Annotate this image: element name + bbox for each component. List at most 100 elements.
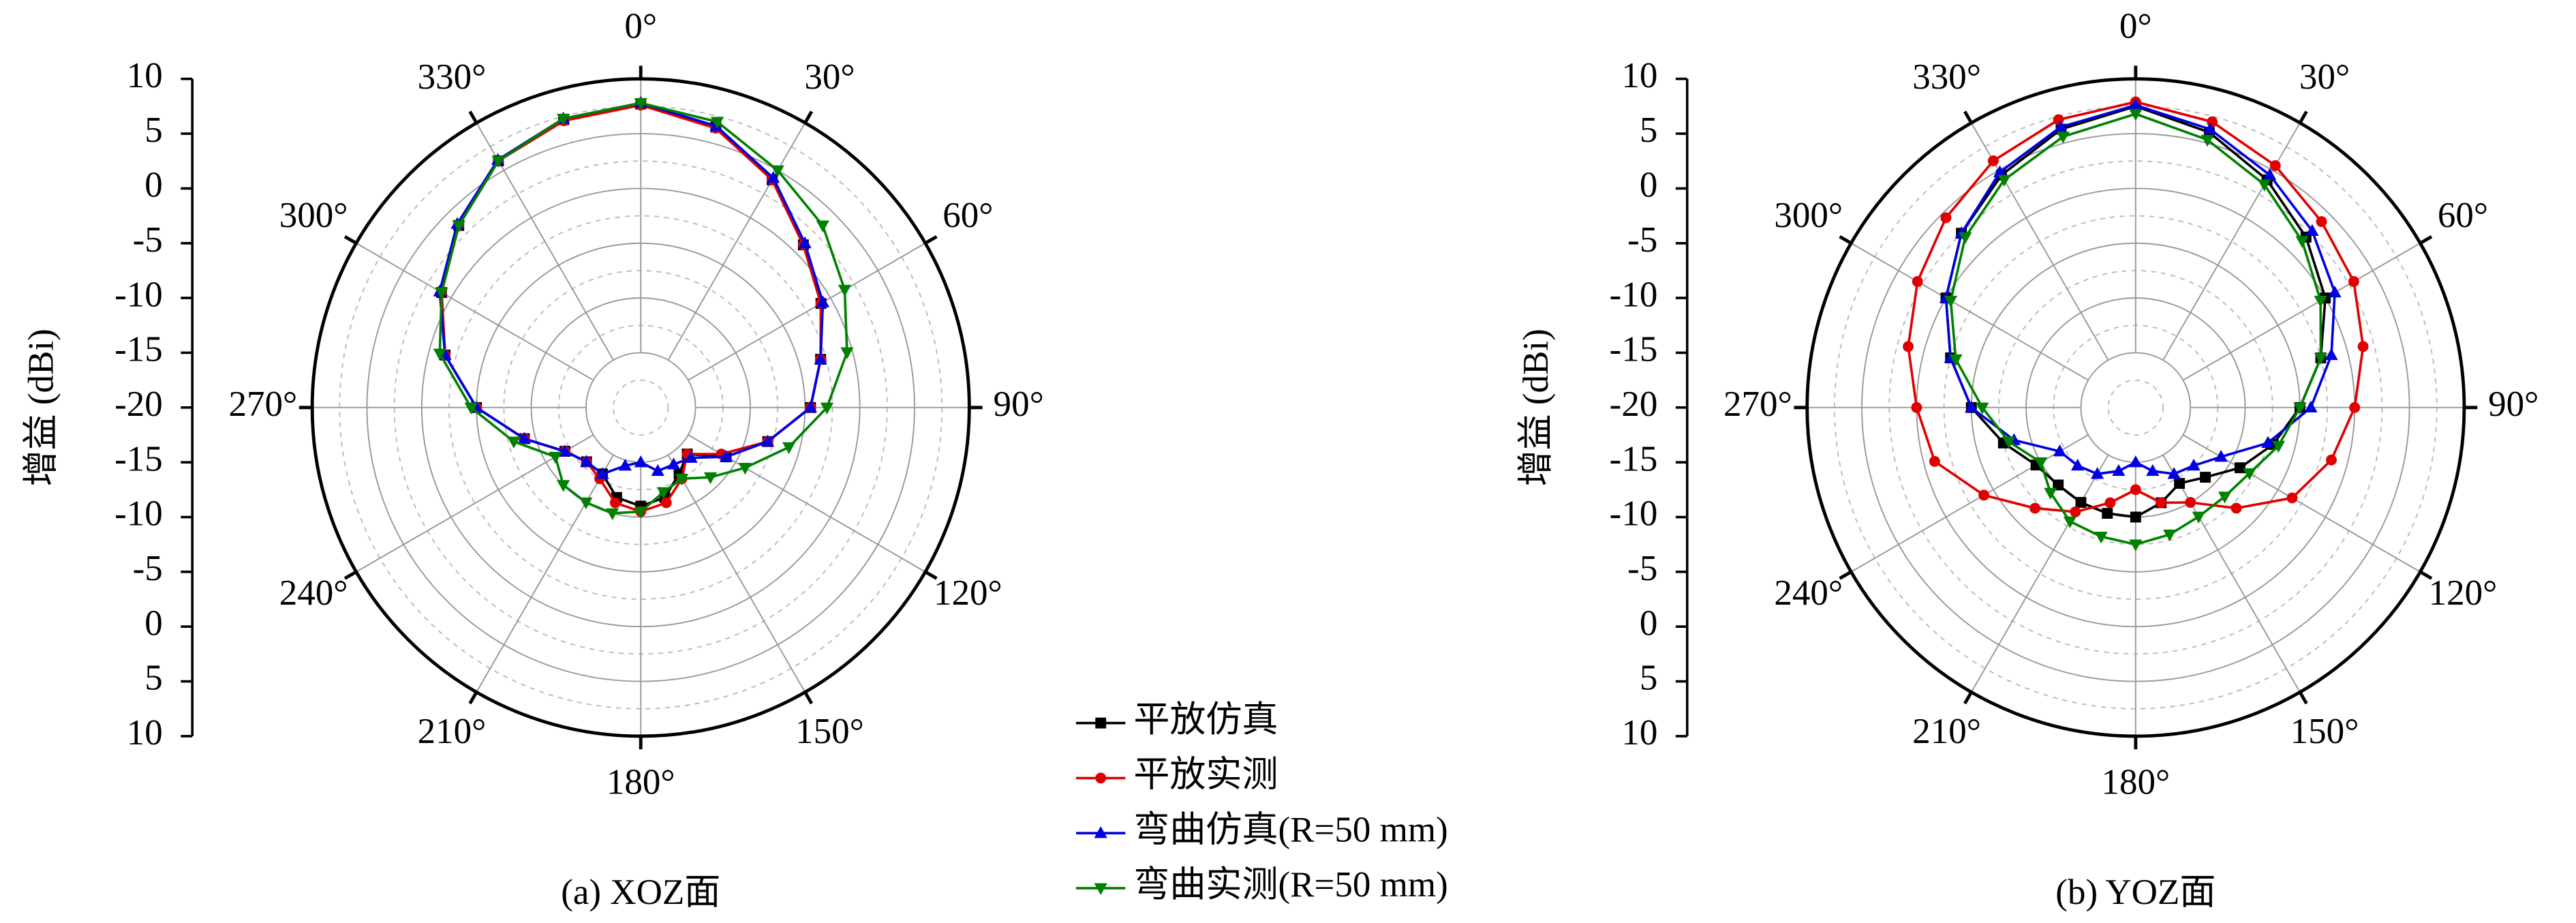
marker <box>666 457 681 470</box>
legend-label: 平放实测 <box>1133 755 1278 795</box>
marker <box>464 402 478 414</box>
angle-tick <box>1839 235 1852 245</box>
marker <box>761 434 775 447</box>
marker <box>2357 341 2369 352</box>
r-tick-label: -10 <box>1610 275 1658 314</box>
spoke <box>1850 434 2089 573</box>
marker <box>2243 468 2256 481</box>
marker <box>1911 402 1922 413</box>
marker <box>767 170 780 183</box>
marker <box>2263 168 2277 181</box>
legend-label: 弯曲仿真(R=50 mm) <box>1133 810 1447 849</box>
marker <box>2002 436 2016 449</box>
y-axis-label: 增益 (dBi) <box>1516 329 1556 486</box>
marker <box>2269 160 2281 171</box>
marker <box>557 113 570 126</box>
angle-tick <box>468 691 478 705</box>
marker <box>651 464 664 476</box>
marker <box>1987 155 1999 166</box>
marker <box>549 451 562 464</box>
spoke <box>667 454 806 693</box>
marker <box>2261 436 2275 449</box>
legend-label: 弯曲实测(R=50 mm) <box>1133 865 1447 905</box>
marker <box>2192 511 2205 524</box>
marker <box>2314 352 2328 365</box>
marker <box>2129 539 2143 551</box>
angle-tick <box>343 570 357 580</box>
marker <box>1976 402 1989 414</box>
angle-tick <box>803 110 814 124</box>
angle-label: 240° <box>279 573 348 613</box>
marker <box>433 348 446 361</box>
marker <box>2234 462 2245 474</box>
r-tick-label: 10 <box>127 56 163 95</box>
r-tick-label: -10 <box>114 275 163 314</box>
angle-tick <box>2419 235 2433 245</box>
r-tick-label: -5 <box>1627 220 1657 260</box>
spoke <box>476 454 614 693</box>
y-axis-label: 增益 (dBi) <box>21 329 61 486</box>
angle-tick <box>2419 570 2433 580</box>
marker <box>2286 492 2298 504</box>
marker <box>507 436 521 449</box>
marker <box>618 459 632 471</box>
angle-label: 240° <box>1774 573 1843 613</box>
marker <box>517 432 532 444</box>
spoke <box>667 122 806 361</box>
r-tick-label: 10 <box>1621 56 1657 95</box>
spoke <box>2162 454 2301 693</box>
marker <box>2130 511 2141 523</box>
marker <box>2271 440 2286 453</box>
grid-circle <box>585 352 696 464</box>
marker <box>2146 464 2160 476</box>
marker <box>2129 455 2143 468</box>
marker <box>2326 454 2337 466</box>
marker <box>814 352 827 365</box>
marker <box>2130 484 2141 496</box>
marker <box>2129 108 2143 121</box>
marker <box>2200 472 2211 483</box>
marker <box>2034 457 2048 470</box>
marker <box>2129 98 2143 110</box>
r-tick-label: -5 <box>133 220 163 260</box>
angle-label: 210° <box>1912 712 1981 751</box>
marker <box>1993 165 2007 177</box>
marker <box>2070 506 2081 517</box>
marker <box>684 451 698 463</box>
angle-tick <box>803 691 814 705</box>
marker <box>580 455 594 467</box>
marker <box>556 480 570 492</box>
r-tick-label: -5 <box>133 549 163 588</box>
marker <box>2203 122 2217 134</box>
marker <box>738 462 752 475</box>
angle-label: 330° <box>418 57 487 97</box>
chart-title: (a) XOZ面 <box>561 873 720 912</box>
angle-label: 180° <box>607 762 675 802</box>
legend-label: 平放仿真 <box>1133 700 1278 740</box>
marker <box>2104 497 2116 509</box>
marker <box>703 472 718 485</box>
marker <box>2328 285 2342 298</box>
angle-label: 60° <box>942 196 993 235</box>
angle-label: 270° <box>1723 384 1792 424</box>
marker <box>634 506 647 519</box>
marker <box>2349 402 2361 413</box>
angle-label: 330° <box>1912 57 1981 97</box>
marker <box>1940 212 1952 224</box>
r-tick-label: 10 <box>127 713 163 753</box>
marker <box>838 284 852 297</box>
marker <box>2053 479 2064 491</box>
marker <box>596 467 609 479</box>
chart-title: (b) YOZ面 <box>2055 873 2215 912</box>
spoke <box>1970 454 2109 693</box>
marker <box>2090 467 2104 479</box>
marker <box>771 165 784 178</box>
angle-tick <box>924 570 938 580</box>
marker <box>2218 491 2232 504</box>
angle-tick <box>468 110 478 124</box>
r-tick-label: -10 <box>1610 494 1658 534</box>
angle-label: 90° <box>994 384 1044 424</box>
angle-tick <box>2298 110 2308 124</box>
